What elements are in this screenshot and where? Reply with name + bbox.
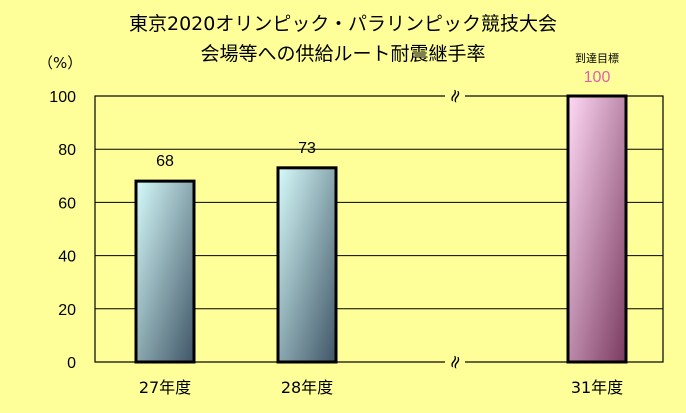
x-category-label: 27年度: [139, 378, 191, 397]
bar: [134, 179, 196, 364]
axis-break-mark: ≈: [443, 351, 468, 372]
category-labels: 27年度 28年度 31年度: [139, 378, 623, 397]
y-tick-label: 60: [58, 195, 76, 212]
y-tick-label: 20: [58, 302, 76, 319]
y-axis-unit-label: （%）: [38, 54, 82, 72]
plot-area-border: [94, 95, 664, 363]
y-tick-label: 100: [49, 89, 76, 106]
value-label: 68: [156, 153, 174, 170]
axis-break-mark: ≈: [443, 85, 468, 106]
x-category-label: 31年度: [571, 378, 623, 397]
bars: [134, 94, 628, 364]
target-bar: [566, 94, 628, 364]
bar: [276, 166, 338, 364]
value-labels: 68 73 到達目標 100: [156, 51, 619, 170]
axis-break-gap: [445, 84, 465, 108]
axis-break-gap: [445, 350, 465, 374]
value-label: 73: [298, 140, 316, 157]
y-tick-label: 40: [58, 249, 76, 266]
chart-title-line2: 会場等への供給ルート耐震継手率: [200, 43, 485, 65]
y-tick-labels: 0 20 40 60 80 100: [49, 89, 76, 372]
axis-break-marks: ≈≈: [443, 84, 468, 374]
x-category-label: 28年度: [281, 378, 333, 397]
target-label: 到達目標: [575, 51, 619, 65]
chart-title-line1: 東京2020オリンピック・パラリンピック競技大会: [129, 13, 557, 35]
y-tick-label: 0: [67, 355, 76, 372]
y-tick-label: 80: [58, 142, 76, 159]
target-value-label: 100: [584, 69, 611, 86]
